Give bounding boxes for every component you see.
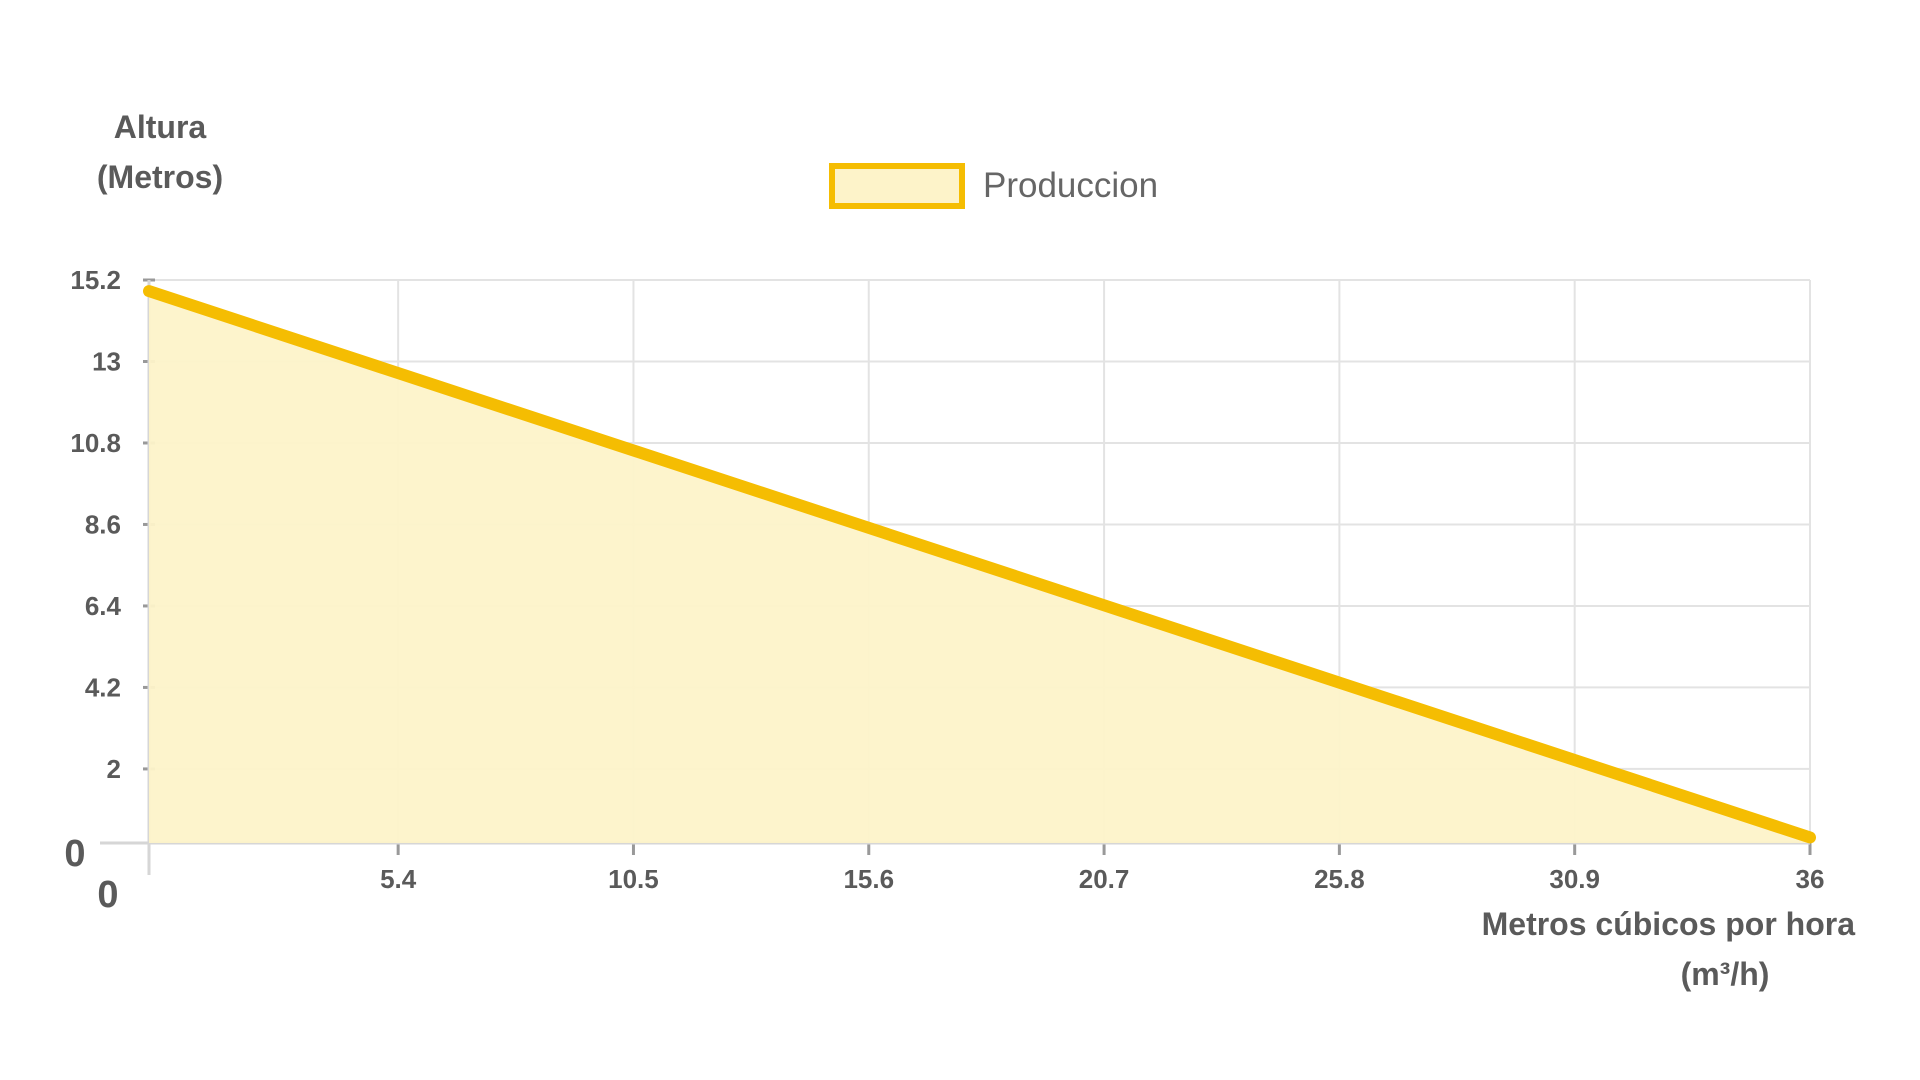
x-tick-label: 10.5: [608, 864, 659, 894]
y-tick-label: 4.2: [85, 672, 121, 702]
x-tick-label: 30.9: [1549, 864, 1600, 894]
legend-swatch: [829, 163, 965, 209]
y-axis-title: Altura: [113, 109, 207, 145]
y-origin-label: 0: [64, 833, 85, 875]
data-point: [1805, 832, 1815, 843]
data-point: [144, 286, 154, 297]
x-axis-unit: (m³/h): [1680, 956, 1770, 992]
x-origin-label: 0: [97, 874, 118, 916]
y-tick-label: 2: [107, 754, 121, 784]
x-tick-label: 20.7: [1079, 864, 1130, 894]
y-tick-label: 13: [92, 346, 121, 376]
series-line: [143, 285, 1816, 844]
y-axis-unit: (Metros): [96, 159, 224, 195]
x-axis-title: Metros cúbicos por hora: [1481, 906, 1855, 942]
x-axis-label: Metros cúbicos por hora (m³/h): [1400, 899, 1900, 999]
y-tick-label: 8.6: [85, 509, 121, 539]
y-tick-label: 10.8: [70, 428, 121, 458]
x-tick-label: 25.8: [1314, 864, 1365, 894]
legend-label: Produccion: [983, 166, 1158, 205]
y-tick-label: 6.4: [85, 591, 122, 621]
y-axis-label: Altura (Metros): [60, 102, 260, 202]
x-tick-label: 36: [1796, 864, 1825, 894]
y-tick-label: 15.2: [70, 265, 121, 295]
x-tick-label: 15.6: [843, 864, 894, 894]
x-tick-label: 5.4: [380, 864, 417, 894]
